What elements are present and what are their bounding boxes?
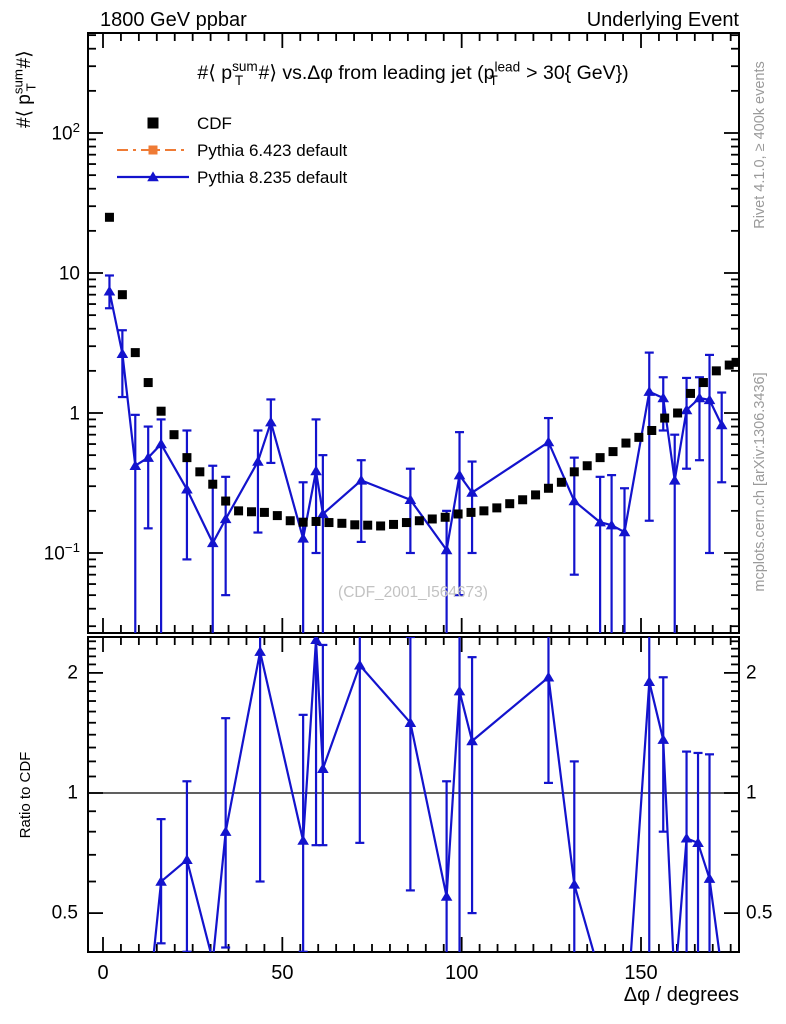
legend-item: Pythia 8.235 default [117,168,348,187]
legend-item-label: Pythia 6.423 default [197,141,348,160]
plot-title: #⟨ psum T #⟩ vs.Δφ from leading jet (plead… [197,59,628,88]
pythia8-series [103,274,728,633]
x-tick-label: 0 [97,962,108,984]
tick-labels: 0 50 100 150 102 10 1 10−1 2 2 1 1 0.5 0.5 [44,120,773,984]
cdf-data-points [104,212,739,531]
main-y-axis-title-text: #⟨ psumT#⟩ [10,50,38,128]
legend-item: Pythia 6.423 default [117,141,348,160]
side-note-rivet-version: Rivet 4.1.0, ≥ 400k events [752,61,768,229]
main-y-axis-title: #⟨ psumT#⟩ [10,50,38,128]
x-axis-title: Δφ / degrees [624,984,739,1006]
y-tick-label: 102 [51,120,80,145]
ratio-tick-label-left: 1 [67,783,78,804]
watermark-analysis-id: (CDF_2001_I564673) [338,584,488,601]
y-tick-label: 1 [69,404,80,425]
y-tick-label: 10−1 [44,540,80,565]
legend: CDF Pythia 6.423 default Pythia 8.235 defa… [117,114,348,187]
x-tick-label: 100 [445,962,478,984]
ratio-tick-label-left: 2 [67,662,78,683]
chart: 0 50 100 150 102 10 1 10−1 2 2 1 1 0.5 0.5 #⟨ psumT#⟩ #… [10,32,773,984]
plot-title-text: #⟨ psum T #⟩ vs.Δφ from leading jet (plead… [197,59,628,88]
legend-item-label: CDF [197,114,232,133]
header-left-title: 1800 GeV ppbar [100,9,247,31]
ratio-tick-label-right: 2 [746,662,757,683]
ratio-tick-label-right: 0.5 [746,903,772,924]
ratio-y-axis-title: Ratio to CDF [17,752,34,839]
header-right-title: Underlying Event [587,9,740,31]
ratio-series [152,637,721,952]
legend-item-label: Pythia 8.235 default [197,168,348,187]
side-note-mcplots: mcplots.cern.ch [arXiv:1306.3436] [752,372,768,591]
y-tick-label: 10 [59,264,80,285]
legend-item: CDF [147,114,232,133]
ratio-tick-label-right: 1 [746,783,757,804]
main-panel-frame [87,32,740,634]
x-tick-label: 150 [624,962,657,984]
ratio-tick-label-left: 0.5 [52,903,78,924]
axis-ticks [88,33,739,952]
x-tick-label: 50 [271,962,293,984]
